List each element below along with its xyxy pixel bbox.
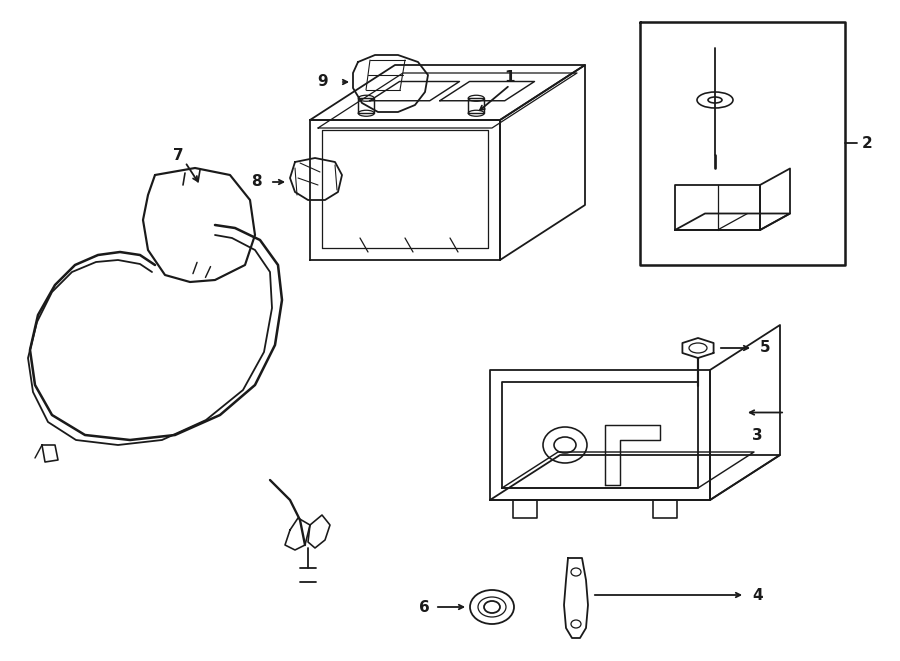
Text: 8: 8 [251,175,262,190]
Text: 2: 2 [862,136,873,151]
Text: 3: 3 [752,428,762,442]
Text: 5: 5 [760,340,770,356]
Text: 6: 6 [419,600,430,615]
Text: 4: 4 [752,588,762,602]
Text: 7: 7 [173,147,184,163]
Text: 1: 1 [505,71,515,85]
Text: 9: 9 [318,75,328,89]
